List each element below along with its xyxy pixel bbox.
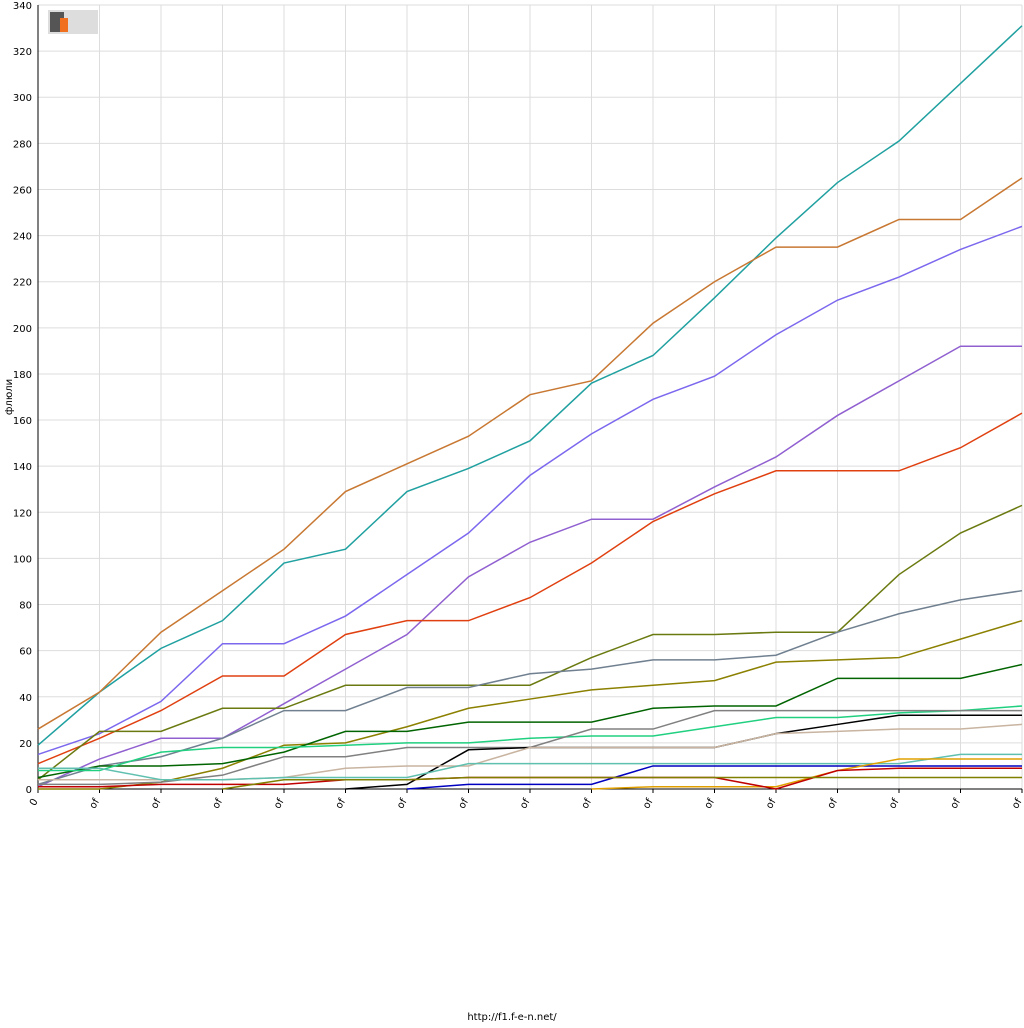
logo-1 xyxy=(60,18,68,32)
y-tick-label: 140 xyxy=(13,462,32,473)
y-tick-label: 120 xyxy=(13,508,32,519)
x-tick-label: of xyxy=(334,797,349,811)
x-tick-label: of xyxy=(1010,797,1024,811)
y-tick-label: 320 xyxy=(13,47,32,58)
x-tick-label: of xyxy=(887,797,902,811)
x-tick-label: of xyxy=(149,797,164,811)
series-line xyxy=(38,619,1023,790)
series-line xyxy=(38,753,1022,781)
x-tick-label: of xyxy=(272,797,287,811)
y-tick-label: 220 xyxy=(13,278,32,289)
x-tick-label: of xyxy=(949,797,964,811)
series-line xyxy=(37,345,1022,788)
x-tick-label: of xyxy=(580,797,595,811)
logo xyxy=(48,10,98,34)
y-tick-label: 300 xyxy=(13,93,32,104)
x-tick-label: of xyxy=(457,797,472,811)
x-tick-label: of xyxy=(641,797,656,811)
x-tick-label: 0 xyxy=(28,797,41,808)
y-tick-label: 280 xyxy=(13,139,32,150)
x-tick-label: of xyxy=(211,797,226,811)
x-tick-label: of xyxy=(764,797,779,811)
y-tick-label: 40 xyxy=(19,693,32,704)
x-tick-label: of xyxy=(88,797,103,811)
series-line xyxy=(37,412,1023,765)
series-line xyxy=(37,25,1023,746)
y-tick-label: 60 xyxy=(19,647,32,658)
series-line xyxy=(37,663,1023,779)
y-tick-label: 340 xyxy=(13,1,32,12)
y-tick-label: 200 xyxy=(13,324,32,335)
y-axis-label: флюли xyxy=(4,379,15,415)
footer: http://f1.f-e-n.net/ xyxy=(467,1012,557,1023)
series-line xyxy=(38,705,1023,772)
y-tick-label: 100 xyxy=(13,554,32,565)
x-tick-label: of xyxy=(395,797,410,811)
y-tick-label: 80 xyxy=(19,601,32,612)
y-tick-label: 160 xyxy=(13,416,32,427)
x-tick-label: of xyxy=(703,797,718,811)
series-line xyxy=(406,765,1022,790)
x-tick-label: of xyxy=(518,797,533,811)
y-tick-label: 260 xyxy=(13,185,32,196)
series-line xyxy=(37,589,1023,786)
y-tick-label: 180 xyxy=(13,370,32,381)
y-tick-label: 0 xyxy=(26,785,32,796)
x-tick-label: of xyxy=(826,797,841,811)
series-line xyxy=(591,758,1022,790)
series-line xyxy=(37,177,1023,730)
series-line xyxy=(37,225,1023,756)
y-tick-label: 240 xyxy=(13,232,32,243)
series-line xyxy=(37,504,1023,781)
series-line xyxy=(222,776,1022,790)
y-tick-label: 20 xyxy=(19,739,32,750)
